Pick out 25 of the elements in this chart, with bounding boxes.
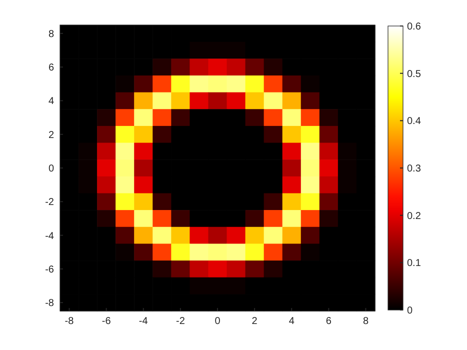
y-tick-label: -8 [45,298,54,310]
x-tick-label: 6 [326,316,332,327]
y-tick-label: -4 [45,230,54,242]
x-tick-label: 2 [252,316,258,327]
x-tick-label: 8 [362,316,369,327]
color-bar-label: 0.4 [407,116,422,128]
x-tick-label: 4 [288,316,295,327]
y-tick-label: 2 [48,130,54,141]
color-bar-label: 0.5 [407,68,422,80]
y-tick-label: 6 [48,62,54,74]
color-bar-label: 0.6 [407,22,422,32]
y-tick-label: 0 [48,164,54,174]
x-tick-label: -2 [176,316,186,327]
color-bar-label: 0.3 [407,164,422,174]
y-tick-label: -6 [45,264,54,276]
y-tick-label: 8 [48,28,54,40]
x-tick-label: -8 [64,316,74,327]
x-tick-label: -6 [102,316,112,327]
y-tick-label: 4 [48,96,54,108]
color-bar-label: 0 [407,306,413,316]
color-bar-label: 0.1 [407,258,422,270]
x-tick-label: 0 [214,316,221,327]
x-tick-label: -4 [138,316,148,327]
y-tick-label: -2 [45,197,54,208]
color-bar-label: 0.2 [407,210,422,222]
